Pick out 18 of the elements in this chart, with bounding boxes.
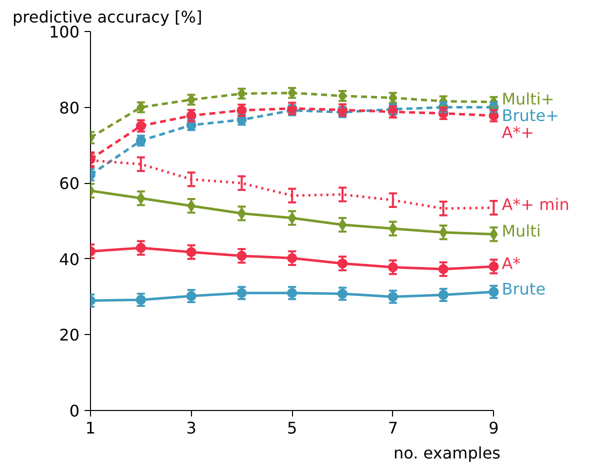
x-axis-title: no. examples bbox=[393, 444, 501, 462]
x-tick-label: 5 bbox=[287, 418, 298, 438]
x-tick-label: 3 bbox=[186, 418, 196, 438]
series-label: Multi+ bbox=[502, 89, 554, 108]
y-tick-label: 20 bbox=[59, 326, 80, 345]
y-tick-label: 40 bbox=[59, 250, 80, 269]
y-tick-label: 0 bbox=[69, 402, 80, 420]
series-label: Brute+ bbox=[502, 106, 559, 126]
x-tick-label: 1 bbox=[85, 418, 96, 438]
series-label: Multi bbox=[502, 222, 541, 241]
series-label: Brute bbox=[502, 279, 546, 298]
series-label: A*+ bbox=[502, 122, 534, 142]
x-tick-label: 9 bbox=[488, 418, 499, 438]
series-label: A*+ min bbox=[502, 195, 570, 214]
series-label: A* bbox=[502, 254, 521, 273]
y-tick-label: 80 bbox=[59, 98, 80, 118]
x-tick-label: 7 bbox=[388, 418, 398, 438]
y-tick-label: 60 bbox=[59, 174, 80, 194]
